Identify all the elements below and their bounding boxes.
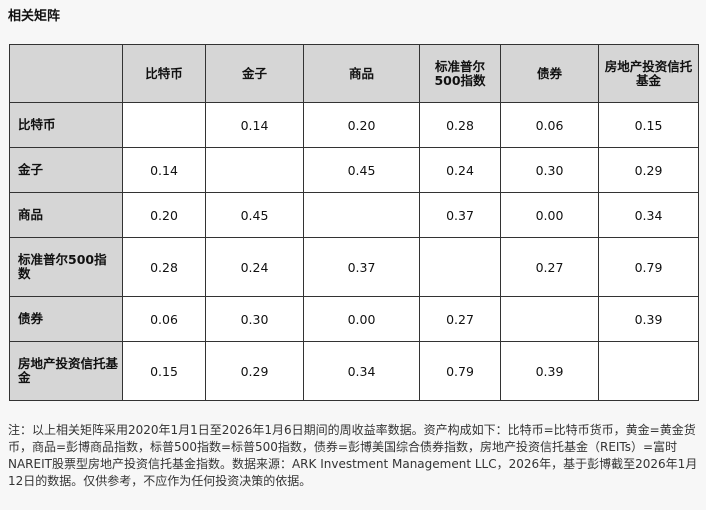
- column-header: 金子: [205, 44, 304, 103]
- row-header: 标准普尔500指数: [9, 237, 123, 297]
- empty-cell: [500, 296, 599, 342]
- value-cell: 0.34: [303, 341, 420, 401]
- title: 相关矩阵: [8, 9, 61, 24]
- value-cell: 0.45: [205, 192, 304, 238]
- correlation-table: 比特币 金子 商品 标准普尔500指数 债券 房地产投资信托基金 比特币 0.14 0.20 0.…: [9, 44, 699, 401]
- value-cell: 0.27: [500, 237, 599, 297]
- empty-cell: [122, 102, 206, 148]
- header-row: 比特币 金子 商品 标准普尔500指数 债券 房地产投资信托基金: [9, 44, 699, 103]
- value-cell: 0.14: [205, 102, 304, 148]
- value-cell: 0.28: [122, 237, 206, 297]
- column-header: 标准普尔500指数: [419, 44, 501, 103]
- value-cell: 0.15: [122, 341, 206, 401]
- table-row: 债券 0.06 0.30 0.00 0.27 0.39: [9, 296, 699, 342]
- value-cell: 0.00: [500, 192, 599, 238]
- value-cell: 0.00: [303, 296, 420, 342]
- value-cell: 0.79: [598, 237, 699, 297]
- value-cell: 0.24: [419, 147, 501, 193]
- value-cell: 0.14: [122, 147, 206, 193]
- empty-cell: [303, 192, 420, 238]
- value-cell: 0.15: [598, 102, 699, 148]
- value-cell: 0.45: [303, 147, 420, 193]
- value-cell: 0.27: [419, 296, 501, 342]
- value-cell: 0.20: [122, 192, 206, 238]
- value-cell: 0.37: [419, 192, 501, 238]
- row-header: 债券: [9, 296, 123, 342]
- table-row: 比特币 0.14 0.20 0.28 0.06 0.15: [9, 102, 699, 148]
- value-cell: 0.30: [205, 296, 304, 342]
- row-header: 金子: [9, 147, 123, 193]
- empty-cell: [419, 237, 501, 297]
- value-cell: 0.28: [419, 102, 501, 148]
- value-cell: 0.20: [303, 102, 420, 148]
- value-cell: 0.24: [205, 237, 304, 297]
- table-row: 金子 0.14 0.45 0.24 0.30 0.29: [9, 147, 699, 193]
- footnote: 注：以上相关矩阵采用2020年1月1日至2026年1月6日期间的周收益率数据。资…: [8, 423, 698, 488]
- value-cell: 0.79: [419, 341, 501, 401]
- table-row: 标准普尔500指数 0.28 0.24 0.37 0.27 0.79: [9, 237, 699, 297]
- row-header: 房地产投资信托基金: [9, 341, 123, 401]
- table-row: 房地产投资信托基金 0.15 0.29 0.34 0.79 0.39: [9, 341, 699, 401]
- value-cell: 0.39: [598, 296, 699, 342]
- value-cell: 0.30: [500, 147, 599, 193]
- value-cell: 0.34: [598, 192, 699, 238]
- corner-cell: [9, 44, 123, 103]
- column-header: 债券: [500, 44, 599, 103]
- table-row: 商品 0.20 0.45 0.37 0.00 0.34: [9, 192, 699, 238]
- value-cell: 0.39: [500, 341, 599, 401]
- row-header: 比特币: [9, 102, 123, 148]
- value-cell: 0.37: [303, 237, 420, 297]
- empty-cell: [205, 147, 304, 193]
- column-header: 比特币: [122, 44, 206, 103]
- value-cell: 0.29: [205, 341, 304, 401]
- value-cell: 0.29: [598, 147, 699, 193]
- value-cell: 0.06: [122, 296, 206, 342]
- empty-cell: [598, 341, 699, 401]
- row-header: 商品: [9, 192, 123, 238]
- column-header: 房地产投资信托基金: [598, 44, 699, 103]
- value-cell: 0.06: [500, 102, 599, 148]
- column-header: 商品: [303, 44, 420, 103]
